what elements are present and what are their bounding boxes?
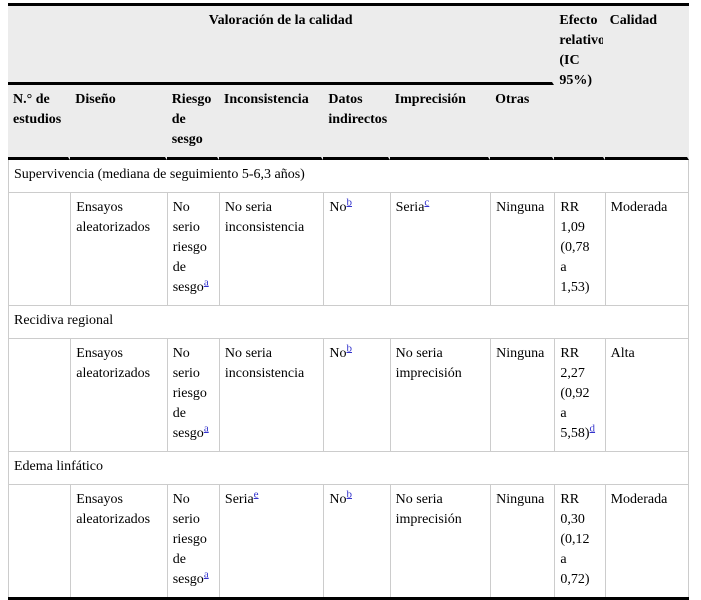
footnote-link-c[interactable]: c — [424, 196, 430, 209]
indirectness-value: No — [329, 200, 347, 215]
design-label: Diseño — [75, 92, 116, 107]
cell-relative-effect: RR 1,09 (0,78 a 1,53) — [554, 193, 605, 306]
col-header-design: Diseño — [70, 85, 167, 160]
group-header-label: Valoración de la calidad — [208, 13, 353, 28]
section-title-row: Supervivencia (mediana de seguimiento 5-… — [8, 160, 689, 193]
col-header-risk-of-bias: Riesgo de sesgo — [166, 85, 219, 160]
grade-evidence-table: Valoración de la calidad Efecto relativo… — [8, 3, 689, 600]
risk-of-bias-value: No serio riesgo de sesgo — [172, 346, 207, 441]
cell-indirectness: Nob — [323, 193, 390, 306]
section-title-row: Edema linfático — [8, 452, 689, 485]
risk-of-bias-value: No serio riesgo de sesgo — [172, 492, 207, 587]
cell-relative-effect: RR 2,27 (0,92 a 5,58)d — [554, 339, 605, 452]
cell-imprecision: No seria imprecisión — [389, 485, 491, 597]
relative-effect-label: Efecto relativo (IC 95%) — [559, 13, 605, 88]
header-columns-row: N.° de estudios Diseño Riesgo de sesgo I… — [8, 85, 689, 160]
effect-value: RR 0,30 (0,12 a 0,72) — [560, 492, 590, 587]
cell-inconsistency: No seria inconsistencia — [218, 193, 324, 306]
section-title-lymphedema: Edema linfático — [8, 452, 689, 485]
footnote-link-d[interactable]: d — [589, 422, 596, 435]
footnote-link-a[interactable]: a — [203, 422, 209, 435]
cell-inconsistency: No seria inconsistencia — [218, 339, 324, 452]
inconsistency-label: Inconsistencia — [223, 92, 309, 107]
indirectness-label: Datos indirectos — [328, 92, 388, 127]
section-title-survival: Supervivencia (mediana de seguimiento 5-… — [8, 160, 689, 193]
other-label: Otras — [495, 92, 530, 107]
footnote-link-a[interactable]: a — [203, 568, 209, 581]
col-header-indirectness: Datos indirectos — [323, 85, 390, 160]
design-value: Ensayos aleatorizados — [76, 492, 151, 527]
cell-other: Ninguna — [490, 485, 555, 597]
cell-other: Ninguna — [490, 193, 555, 306]
table-body: Supervivencia (mediana de seguimiento 5-… — [8, 160, 689, 597]
indirectness-value: No — [329, 492, 347, 507]
other-value: Ninguna — [496, 492, 545, 507]
cell-studies — [8, 485, 71, 597]
col-header-inconsistency: Inconsistencia — [218, 85, 324, 160]
header-group-row: Valoración de la calidad Efecto relativo… — [8, 6, 689, 160]
footnote-link-a[interactable]: a — [203, 276, 209, 289]
cell-relative-effect: RR 0,30 (0,12 a 0,72) — [554, 485, 605, 597]
design-value: Ensayos aleatorizados — [76, 200, 151, 235]
cell-inconsistency: Seriae — [218, 485, 324, 597]
cell-other: Ninguna — [490, 339, 555, 452]
inconsistency-value: No seria inconsistencia — [224, 200, 305, 235]
imprecision-value: Seria — [395, 200, 425, 215]
risk-of-bias-label: Riesgo de sesgo — [171, 92, 212, 147]
inconsistency-value: Seria — [224, 492, 254, 507]
imprecision-label: Imprecisión — [394, 92, 466, 107]
effect-value: RR 1,09 (0,78 a 1,53) — [560, 200, 590, 295]
cell-risk-of-bias: No serio riesgo de sesgoa — [166, 193, 219, 306]
other-value: Ninguna — [496, 346, 545, 361]
cell-risk-of-bias: No serio riesgo de sesgoa — [166, 339, 219, 452]
design-value: Ensayos aleatorizados — [76, 346, 151, 381]
table-row: Ensayos aleatorizados No serio riesgo de… — [8, 485, 689, 597]
table-row: Ensayos aleatorizados No serio riesgo de… — [8, 339, 689, 452]
cell-studies — [8, 193, 71, 306]
cell-quality: Moderada — [604, 193, 689, 306]
section-title-text: Edema linfático — [14, 459, 104, 474]
quality-label: Calidad — [609, 13, 658, 28]
section-title-text: Recidiva regional — [14, 313, 114, 328]
indirectness-value: No — [329, 346, 347, 361]
quality-value: Alta — [610, 346, 635, 361]
cell-quality: Alta — [604, 339, 689, 452]
col-header-studies: N.° de estudios — [8, 85, 71, 160]
section-title-row: Recidiva regional — [8, 306, 689, 339]
section-title-text: Supervivencia (mediana de seguimiento 5-… — [14, 167, 305, 182]
studies-label: N.° de estudios — [13, 92, 62, 127]
imprecision-value: No seria imprecisión — [395, 346, 462, 381]
effect-value: RR 2,27 (0,92 a 5,58) — [560, 346, 590, 441]
section-title-regional-recurrence: Recidiva regional — [8, 306, 689, 339]
inconsistency-value: No seria inconsistencia — [224, 346, 305, 381]
footnote-link-e[interactable]: e — [253, 488, 259, 501]
cell-design: Ensayos aleatorizados — [70, 485, 167, 597]
cell-risk-of-bias: No serio riesgo de sesgoa — [166, 485, 219, 597]
cell-indirectness: Nob — [323, 485, 390, 597]
footnote-link-b[interactable]: b — [346, 342, 352, 355]
cell-imprecision: No seria imprecisión — [389, 339, 491, 452]
cell-design: Ensayos aleatorizados — [70, 339, 167, 452]
quality-value: Moderada — [610, 492, 668, 507]
cell-design: Ensayos aleatorizados — [70, 193, 167, 306]
risk-of-bias-value: No serio riesgo de sesgo — [172, 200, 207, 295]
table-row: Ensayos aleatorizados No serio riesgo de… — [8, 193, 689, 306]
cell-indirectness: Nob — [323, 339, 390, 452]
other-value: Ninguna — [496, 200, 545, 215]
cell-studies — [8, 339, 71, 452]
col-header-quality: Calidad — [604, 6, 689, 160]
col-header-other: Otras — [490, 85, 555, 160]
col-header-imprecision: Imprecisión — [389, 85, 491, 160]
col-header-relative-effect: Efecto relativo (IC 95%) — [554, 6, 605, 160]
cell-imprecision: Seriac — [389, 193, 491, 306]
footnote-link-b[interactable]: b — [346, 488, 352, 501]
imprecision-value: No seria imprecisión — [395, 492, 462, 527]
table-header: Valoración de la calidad Efecto relativo… — [8, 6, 689, 160]
cell-quality: Moderada — [604, 485, 689, 597]
group-header-quality-assessment: Valoración de la calidad — [8, 6, 555, 85]
quality-value: Moderada — [610, 200, 668, 215]
footnote-link-b[interactable]: b — [346, 196, 352, 209]
